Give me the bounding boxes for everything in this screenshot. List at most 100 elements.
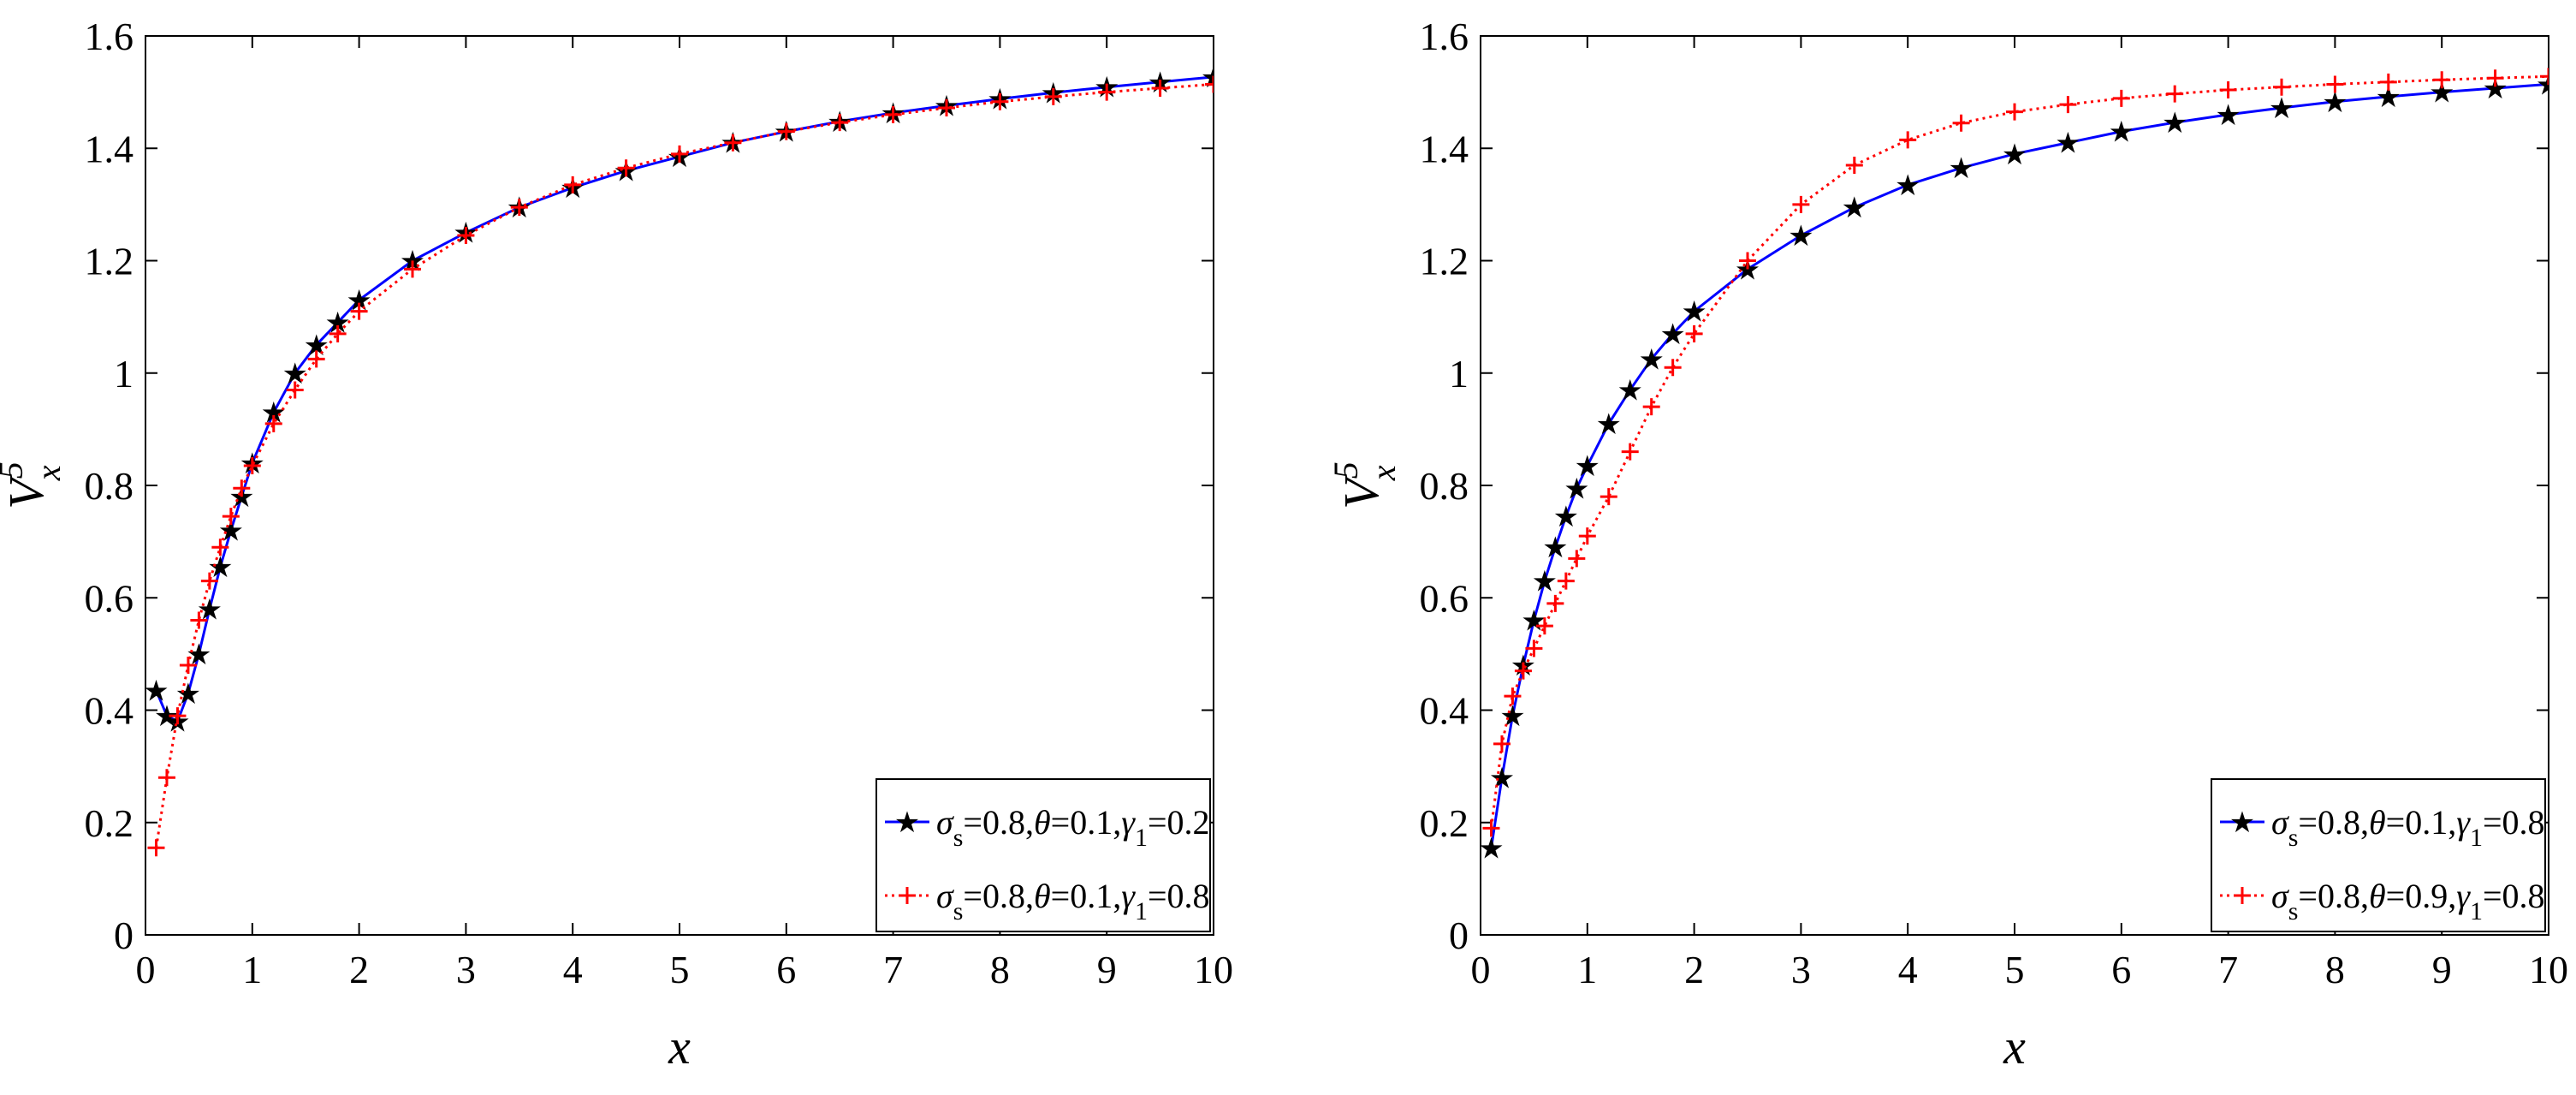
data-point-star: ★	[1895, 170, 1920, 202]
y-tick-label: 0	[1449, 913, 1469, 957]
chart-left: 01234567891000.20.40.60.811.21.41.6xV5x★…	[0, 15, 1233, 1074]
data-point-plus	[2326, 75, 2344, 93]
x-tick-label: 0	[136, 948, 156, 991]
data-point-plus	[1044, 87, 1062, 105]
data-point-star: ★	[2162, 108, 2187, 140]
chart-right: 0 1 2 3 4 5 6 7 8 9 1000.20.40.60.811.21.41.6xV5x★…	[1327, 15, 2568, 1074]
y-tick-label: 0.6	[1420, 576, 1469, 620]
data-point-plus	[157, 769, 175, 787]
legend-part-gamma: γ	[1121, 803, 1136, 842]
legend-part-text2: =0.1,	[1051, 803, 1122, 842]
x-tick-label: 3	[456, 948, 476, 991]
legend-part-text3: =0.2	[1148, 803, 1210, 842]
x-tick-label: 9	[1097, 948, 1117, 991]
data-point-plus	[190, 611, 208, 629]
data-point-plus	[510, 199, 528, 217]
data-point-star: ★	[1521, 606, 1546, 638]
data-point-star: ★	[1659, 319, 1685, 351]
y-tick-label: 0.8	[1420, 464, 1469, 508]
y-tick-label: 0.4	[1420, 689, 1469, 733]
data-point-plus	[264, 414, 282, 432]
y-tick-label: 0.6	[85, 576, 134, 620]
y-tick-label: 1.4	[85, 127, 134, 170]
x-tick-label: 8	[2325, 948, 2345, 991]
data-point-plus	[884, 105, 902, 123]
data-point-plus	[1535, 617, 1553, 635]
data-point-star: ★	[1564, 473, 1589, 505]
data-point-plus	[724, 134, 742, 152]
y-label-sup: 5	[1327, 461, 1365, 479]
legend-part-text1: =0.8,	[2298, 803, 2369, 842]
y-label-sup: 5	[0, 461, 30, 479]
x-axis-label: x	[2003, 1019, 2026, 1074]
data-point-plus	[1952, 114, 1970, 132]
data-point-star: ★	[143, 676, 169, 708]
y-axis-label: V5x	[1327, 461, 1403, 509]
legend-label-1: σs=0.8,θ=0.9,γ1=0.8	[2271, 877, 2545, 925]
data-point-star: ★	[1489, 763, 1515, 794]
data-point-plus	[1546, 594, 1564, 612]
legend-label-1: σs=0.8,θ=0.1,γ1=0.8	[936, 877, 1210, 925]
data-point-plus	[2219, 81, 2237, 98]
x-tick-label: 4	[1898, 948, 1918, 991]
x-tick-label: 3	[1791, 948, 1811, 991]
data-point-star: ★	[2055, 128, 2080, 160]
data-point-star: ★	[1788, 221, 1813, 253]
legend-marker-star: ★	[2229, 807, 2255, 839]
data-point-plus	[777, 122, 795, 140]
data-point-star: ★	[1948, 153, 1974, 185]
y-label-main: V	[1333, 473, 1389, 509]
x-tick-label: 1	[1577, 948, 1597, 991]
legend-box	[875, 778, 1211, 932]
legend-part-theta: θ	[2369, 877, 2386, 915]
data-point-star: ★	[2002, 140, 2027, 171]
data-point-plus	[1642, 398, 1660, 416]
y-tick-label: 1.6	[1420, 15, 1469, 58]
legend-part-theta: θ	[2369, 803, 2386, 842]
x-tick-label: 7	[883, 948, 903, 991]
legend-part-gamma-sub: 1	[1135, 824, 1148, 852]
data-point-plus	[2379, 73, 2397, 91]
y-tick-label: 0.2	[85, 801, 134, 845]
legend-label-0: σs=0.8,θ=0.1,γ1=0.8	[2271, 803, 2545, 852]
y-tick-label: 1.6	[85, 15, 134, 58]
legend-label-0: σs=0.8,θ=0.1,γ1=0.2	[936, 803, 1210, 852]
legend-part-sigma-sub: s	[953, 824, 964, 852]
x-tick-label: 10	[2529, 948, 2568, 991]
x-tick-label: 5	[670, 948, 690, 991]
data-point-plus	[1514, 662, 1532, 680]
y-tick-label: 0	[114, 913, 134, 957]
legend-marker-plus	[2234, 887, 2251, 904]
data-point-plus	[2006, 103, 2023, 121]
data-point-plus	[617, 159, 635, 177]
data-point-plus	[222, 508, 240, 526]
data-point-star: ★	[2109, 117, 2134, 149]
legend-part-text3: =0.8	[1148, 877, 1210, 915]
x-tick-label: 2	[349, 948, 369, 991]
data-point-plus	[1664, 359, 1682, 377]
data-point-plus	[831, 114, 849, 132]
legend: ★ σs=0.8,θ=0.1,γ1=0.8 σs=0.8,θ=0.9,γ1=0.8	[2211, 778, 2546, 932]
x-tick-label: 1	[242, 948, 262, 991]
data-point-star: ★	[1478, 833, 1504, 865]
data-point-plus	[564, 176, 582, 193]
legend-part-gamma-sub: 1	[2470, 824, 2483, 852]
data-point-star: ★	[1499, 701, 1525, 733]
data-point-plus	[233, 479, 251, 497]
x-tick-label: 9	[2432, 948, 2452, 991]
legend-part-text1: =0.8,	[2298, 877, 2369, 915]
legend-part-sigma: σ	[936, 877, 954, 915]
legend: ★ σs=0.8,θ=0.1,γ1=0.2σs=0.8,θ=0.1,γ1=0.8	[875, 778, 1211, 932]
data-point-plus	[2112, 89, 2130, 107]
data-point-plus	[1557, 572, 1575, 590]
y-label-sub: x	[29, 465, 68, 481]
data-point-plus	[286, 381, 304, 399]
series-group: ★★★★★★★★★★★★★★★★★★★★ ★ ★ ★ ★ ★ ★ ★ ★ ★ ★ ★	[143, 62, 1214, 857]
legend-box	[2211, 778, 2546, 932]
data-point-plus	[307, 350, 325, 368]
legend-part-sigma: σ	[936, 803, 954, 842]
svg-text:V5x: V5x	[1327, 461, 1403, 509]
x-tick-label: 6	[2111, 948, 2131, 991]
data-point-star: ★	[2215, 100, 2241, 132]
legend-part-theta: θ	[1034, 803, 1051, 842]
